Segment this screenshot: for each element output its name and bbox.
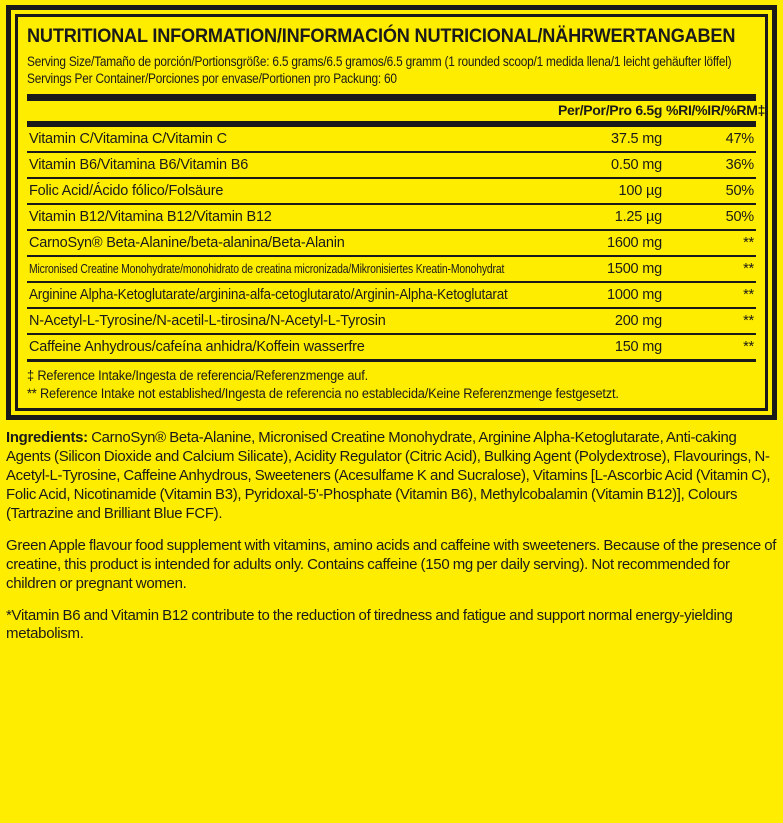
nutrient-amount-cell: 1.25 µg [556,204,664,232]
serving-size-line: Serving Size/Tamaño de porción/Portionsg… [27,53,732,69]
ingredients-text: CarnoSyn® Beta-Alanine, Micronised Creat… [6,429,771,523]
nutrient-name: Caffeine Anhydrous/cafeína anhidra/Koffe… [29,339,365,356]
nutrient-reference-intake-cell: 50% [664,204,756,232]
nutrient-name: Vitamin C/Vitamina C/Vitamin C [29,131,227,148]
nutrient-name-cell: Vitamin C/Vitamina C/Vitamin C [27,124,556,154]
nutrient-name: N-Acetyl-L-Tyrosine/N-acetil-L-tirosina/… [29,313,386,330]
nutrient-reference-intake-cell: ** [664,230,756,258]
nutrient-name: Vitamin B6/Vitamina B6/Vitamin B6 [29,157,249,174]
nutrient-name-cell: Vitamin B12/Vitamina B12/Vitamin B12 [27,204,556,232]
nutrient-name-cell: Caffeine Anhydrous/cafeína anhidra/Koffe… [27,334,556,363]
nutrition-table-header-row: Per/Por/Pro 6.5g %RI/%IR/%RM‡ [27,101,765,128]
top-rule-cell-amount [556,94,664,104]
nutrient-amount-cell: 200 mg [556,308,664,336]
table-row: Vitamin B12/Vitamina B12/Vitamin B12 1.25… [27,204,756,232]
footnotes-block: ‡ Reference Intake/Ingesta de referencia… [27,367,756,402]
column-header-nutrient [27,101,556,128]
nutrient-amount-cell: 1600 mg [556,230,664,258]
ingredients-paragraph: Ingredients: CarnoSyn® Beta-Alanine, Mic… [6,429,773,523]
nutrient-name: Folic Acid/Ácido fólico/Folsäure [29,183,224,200]
nutrient-name: CarnoSyn® Beta-Alanine/beta-alanina/Beta… [29,235,345,252]
table-row: Arginine Alpha-Ketoglutarate/arginina-al… [27,282,756,310]
table-row: Caffeine Anhydrous/cafeína anhidra/Koffe… [27,334,756,363]
nutrition-panel-outer-frame: NUTRITIONAL INFORMATION/INFORMACIÓN NUTR… [6,5,777,421]
nutrient-amount-cell: 0.50 mg [556,152,664,180]
footnote-not-established: ** Reference Intake not established/Inge… [27,385,619,401]
nutrient-reference-intake-cell: 36% [664,152,756,180]
nutrient-amount-cell: 100 µg [556,178,664,206]
table-top-rule [27,94,756,104]
column-header-reference-intake: %RI/%IR/%RM‡ [664,101,765,128]
nutrient-reference-intake-cell: 47% [664,124,756,154]
nutrient-name-cell: Arginine Alpha-Ketoglutarate/arginina-al… [27,282,556,310]
nutrition-label-page: NUTRITIONAL INFORMATION/INFORMACIÓN NUTR… [0,5,783,823]
column-header-amount: Per/Por/Pro 6.5g [556,101,664,128]
nutrient-amount-cell: 1500 mg [556,256,664,284]
footnote-reference-intake: ‡ Reference Intake/Ingesta de referencia… [27,368,368,384]
table-row: CarnoSyn® Beta-Alanine/beta-alanina/Beta… [27,230,756,258]
nutrient-reference-intake-cell: ** [664,282,756,310]
nutrient-name-cell: Folic Acid/Ácido fólico/Folsäure [27,178,556,206]
label-body-copy: Ingredients: CarnoSyn® Beta-Alanine, Mic… [0,420,783,644]
nutrient-amount-cell: 150 mg [556,334,664,363]
nutrient-reference-intake-cell: ** [664,308,756,336]
nutrient-reference-intake-cell: ** [664,256,756,284]
table-row: Micronised Creatine Monohydrate/monohidr… [27,256,756,284]
table-row: Vitamin B6/Vitamina B6/Vitamin B6 0.50 mg… [27,152,756,180]
nutrient-reference-intake-cell: 50% [664,178,756,206]
table-row: N-Acetyl-L-Tyrosine/N-acetil-L-tirosina/… [27,308,756,336]
nutrient-name: Vitamin B12/Vitamina B12/Vitamin B12 [29,209,272,226]
nutrient-name-cell: N-Acetyl-L-Tyrosine/N-acetil-L-tirosina/… [27,308,556,336]
nutrition-table: Per/Por/Pro 6.5g %RI/%IR/%RM‡ Vitamin C/… [27,94,765,363]
top-rule-cell-name [27,94,556,104]
nutrition-table-head: Per/Por/Pro 6.5g %RI/%IR/%RM‡ [27,94,765,128]
top-rule-cell-ri [664,94,756,104]
nutrient-reference-intake-cell: ** [664,334,756,363]
table-row: Vitamin C/Vitamina C/Vitamin C 37.5 mg 47% [27,124,756,154]
ingredients-label: Ingredients: [6,429,88,447]
nutrient-amount-cell: 37.5 mg [556,124,664,154]
servings-per-container-line: Servings Per Container/Porciones por env… [27,71,397,87]
nutrition-panel-inner-frame: NUTRITIONAL INFORMATION/INFORMACIÓN NUTR… [15,14,768,412]
health-claim-paragraph: *Vitamin B6 and Vitamin B12 contribute t… [6,606,733,643]
nutrient-name: Arginine Alpha-Ketoglutarate/arginina-al… [29,287,508,304]
nutrient-amount-cell: 1000 mg [556,282,664,310]
table-row: Folic Acid/Ácido fólico/Folsäure 100 µg 50… [27,178,756,206]
nutrient-name-cell: Micronised Creatine Monohydrate/monohidr… [27,256,556,284]
nutrient-name-cell: Vitamin B6/Vitamina B6/Vitamin B6 [27,152,556,180]
nutrition-table-body: Vitamin C/Vitamina C/Vitamin C 37.5 mg 47%… [27,124,756,363]
serving-info-block: Serving Size/Tamaño de porción/Portionsg… [27,53,756,88]
nutrient-name: Micronised Creatine Monohydrate/monohidr… [29,261,505,277]
product-description-paragraph: Green Apple flavour food supplement with… [6,536,777,592]
nutrient-name-cell: CarnoSyn® Beta-Alanine/beta-alanina/Beta… [27,230,556,258]
panel-title: NUTRITIONAL INFORMATION/INFORMACIÓN NUTR… [27,25,736,47]
